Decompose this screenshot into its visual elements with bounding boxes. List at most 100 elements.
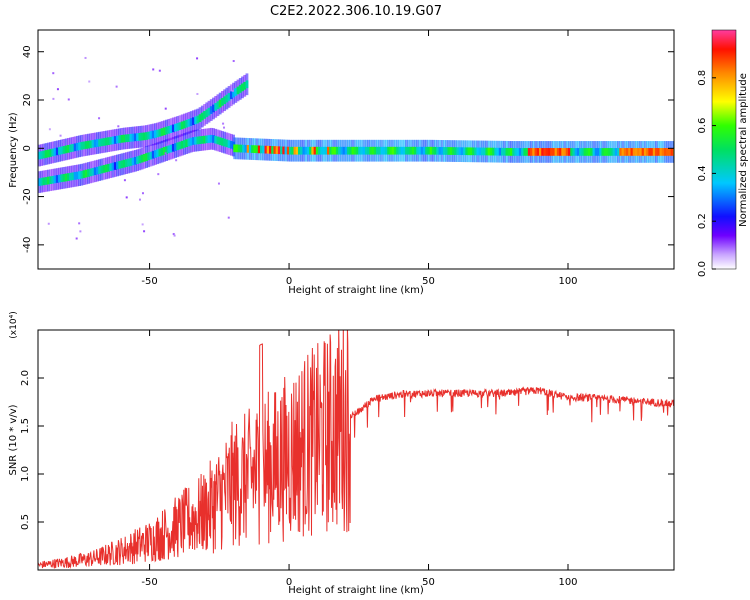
spectrogram-cell [229, 140, 233, 149]
spectrogram-cell [512, 148, 516, 156]
spectrogram-cell [122, 134, 126, 143]
spectrogram-cell [89, 168, 93, 177]
spectrogram-cell [547, 148, 551, 156]
spectrogram-cell [505, 147, 509, 156]
spectrogram-cell [233, 144, 237, 153]
spectrogram-cell [55, 147, 59, 156]
spectrogram-cell [107, 137, 111, 146]
spectrogram-cell [389, 146, 393, 155]
spectrogram-cell [109, 136, 113, 145]
x-tick-label: -50 [141, 276, 157, 287]
spectrogram-cell [358, 146, 362, 155]
spectrogram-cell [338, 146, 341, 155]
spectrogram-cell [583, 148, 587, 156]
spectrogram-speck [115, 85, 118, 88]
spectrogram-cell [147, 131, 151, 140]
spectrogram-speck [52, 72, 55, 75]
spectrogram-cell [216, 136, 220, 145]
spectrogram-cell [174, 123, 177, 132]
spectrogram-panel: -50 0 50 100 -40 -20 0 20 40 Height of straight… [8, 29, 675, 296]
snr-line [38, 330, 674, 570]
spectrogram-cell [78, 171, 81, 180]
spectrogram-cell [405, 146, 408, 155]
spectrogram-cell [171, 124, 175, 133]
spectrogram-speck [78, 222, 81, 225]
spectrogram-cell [521, 148, 524, 156]
spectrogram-speck [98, 117, 101, 120]
spectrogram-speck [138, 198, 141, 201]
spectrogram-cell [672, 148, 674, 156]
spectrogram-cell [378, 146, 382, 155]
spectrogram-cell [80, 141, 84, 150]
spectrogram-cell [165, 146, 169, 154]
spectrogram-cell [238, 85, 242, 93]
spectrogram-cell [200, 136, 204, 144]
spectrogram-cell [131, 133, 135, 142]
spectrogram-cell [331, 146, 335, 155]
spectrogram-cell [445, 147, 449, 155]
spectrogram-cell [282, 146, 286, 155]
spectrogram-cell [659, 148, 663, 156]
spectrogram-cell [588, 148, 591, 156]
spectrogram-cell [191, 117, 195, 126]
spectrogram-cell [51, 175, 55, 184]
colorbar-tick-label: 0.6 [697, 118, 708, 134]
spectrogram-cell [120, 160, 124, 169]
spectrogram-speck [152, 68, 155, 71]
spectrogram-cell [485, 147, 489, 156]
spectrogram-cell [532, 148, 536, 156]
spectrogram-cell [133, 156, 137, 165]
spectrogram-cell [174, 143, 177, 151]
spectrogram-cell [420, 146, 424, 155]
spectrogram-speck [47, 222, 50, 225]
spectrogram-cell [156, 129, 160, 138]
spectrogram-speck [48, 128, 51, 131]
spectrogram-cell [648, 148, 652, 156]
spectrogram-cell [576, 148, 580, 156]
snr-y-ticks: 0.5 1.0 1.5 2.0 [20, 370, 674, 530]
spectrogram-cell [469, 147, 473, 156]
spectrogram-cell [225, 94, 229, 103]
spectrogram-cell [501, 147, 504, 156]
spectrogram-cell [154, 130, 157, 138]
spectrogram-cell [373, 146, 377, 155]
spectrogram-cell [663, 148, 667, 156]
spectrogram-cell [200, 112, 204, 121]
x-tick-label: 0 [286, 276, 292, 287]
spectrogram-cell [563, 148, 567, 156]
spectrogram-cell [650, 148, 654, 156]
spectrogram-cell [178, 141, 182, 150]
spectrogram-cell [364, 146, 368, 155]
spectrogram-cell [116, 161, 119, 170]
spectrogram-cell [474, 147, 478, 156]
spectrogram-cell [131, 157, 135, 166]
spectrogram-cell [498, 147, 502, 156]
snr-panel: -50 0 50 100 0.5 1.0 1.5 2.0 Height of straigh… [8, 311, 675, 596]
spectrogram-cell [60, 174, 64, 183]
spectrogram-cell [411, 146, 415, 155]
spectrogram-x-ticks: -50 0 50 100 [141, 30, 578, 287]
spectrogram-cell [657, 148, 661, 156]
y-tick-label: 20 [22, 94, 33, 107]
spectrogram-cell [614, 148, 618, 156]
spectrogram-cell [167, 125, 171, 134]
spectrogram-cell [367, 146, 370, 155]
spectrogram-cell [353, 146, 357, 155]
spectrogram-cell [207, 135, 211, 143]
spectrogram-cell [185, 119, 189, 128]
spectrogram-cell [69, 144, 73, 153]
spectrogram-cell [71, 172, 75, 181]
spectrogram-cell [189, 118, 193, 126]
spectrogram-cell [73, 143, 77, 152]
spectrogram-cell [253, 145, 257, 154]
spectrogram-cell [218, 99, 222, 108]
spectrogram-speck [166, 143, 169, 146]
spectrogram-cell [300, 146, 304, 155]
spectrogram-cell [309, 146, 312, 155]
spectrogram-cell [268, 145, 272, 154]
spectrogram-speck [223, 126, 226, 129]
spectrogram-cell [467, 147, 471, 156]
colorbar-label: Normalized spectral amplitude [738, 73, 749, 227]
spectrogram-cell [590, 148, 594, 156]
spectrogram-cell [49, 176, 52, 185]
